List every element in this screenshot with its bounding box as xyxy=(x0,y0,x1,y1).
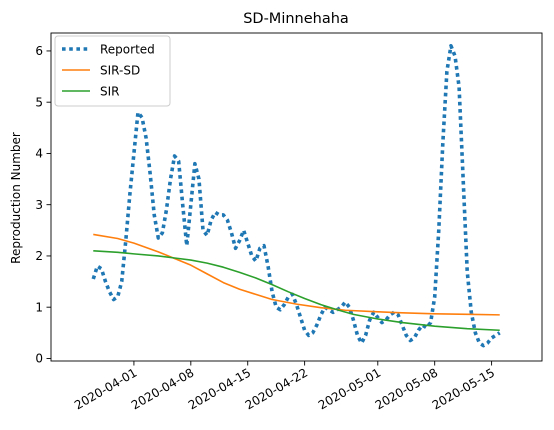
legend-items: Reported SIR-SD SIR xyxy=(62,43,155,99)
legend-label-reported: Reported xyxy=(100,43,155,57)
series-layer xyxy=(91,44,501,348)
x-tick-label: 2020-04-01 xyxy=(72,365,139,412)
y-tick-label: 2 xyxy=(35,249,43,263)
legend-box xyxy=(54,35,171,107)
y-tick-label: 5 xyxy=(35,95,43,109)
axes-frame xyxy=(50,32,543,362)
x-tick-label: 2020-05-01 xyxy=(316,365,383,412)
series-line-reported xyxy=(91,44,501,348)
y-tick-label: 0 xyxy=(35,352,43,366)
legend: Reported SIR-SD SIR xyxy=(54,35,171,107)
legend-label-sir-sd: SIR-SD xyxy=(100,64,140,78)
legend-label-sir: SIR xyxy=(100,85,120,99)
x-tick-label: 2020-04-08 xyxy=(129,365,196,412)
series-line-sir xyxy=(93,250,500,332)
y-axis-label: Reproduction Number xyxy=(9,132,23,264)
x-tick-label: 2020-04-22 xyxy=(243,365,310,412)
y-tick-label: 3 xyxy=(35,198,43,212)
y-tick-label: 4 xyxy=(35,147,43,161)
y-tick-label: 1 xyxy=(35,300,43,314)
y-tick-label: 6 xyxy=(35,44,43,58)
series-line-sir-sd xyxy=(93,233,500,316)
x-tick-label: 2020-05-15 xyxy=(430,365,497,412)
x-tick-label: 2020-05-08 xyxy=(373,365,440,412)
chart-title: SD-Minnehaha xyxy=(243,11,349,27)
x-tick-label: 2020-04-15 xyxy=(186,365,253,412)
